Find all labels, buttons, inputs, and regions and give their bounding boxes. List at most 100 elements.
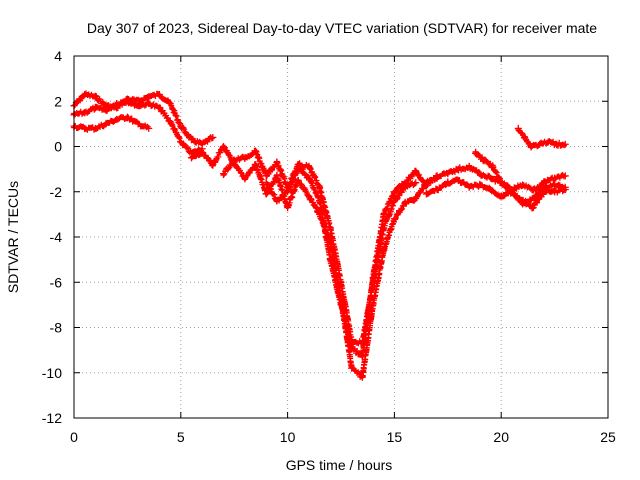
y-tick-label: -10 xyxy=(42,365,62,381)
data-point xyxy=(489,163,497,171)
data-point xyxy=(476,170,484,178)
y-tick-label: -8 xyxy=(50,320,63,336)
data-point xyxy=(273,158,281,166)
data-point xyxy=(527,143,535,150)
data-point xyxy=(380,210,388,218)
data-point xyxy=(113,115,121,123)
y-tick-label: 2 xyxy=(54,93,62,109)
data-point xyxy=(134,120,142,128)
data-point xyxy=(230,156,238,164)
data-point xyxy=(273,172,281,180)
data-point xyxy=(262,172,270,180)
data-point xyxy=(177,122,185,130)
data-point xyxy=(401,199,409,207)
data-point xyxy=(294,165,302,173)
data-point xyxy=(294,176,302,184)
data-point xyxy=(514,124,522,132)
series-markers xyxy=(515,126,568,151)
data-point xyxy=(519,181,527,189)
series-satellite-track-e xyxy=(220,147,420,347)
data-point xyxy=(369,274,377,282)
series-markers xyxy=(71,90,215,148)
data-point xyxy=(326,224,334,232)
data-point xyxy=(241,174,249,182)
data-point xyxy=(454,176,462,184)
data-point xyxy=(412,167,420,175)
x-tick-label: 25 xyxy=(600,429,616,445)
data-point xyxy=(81,90,89,98)
data-point xyxy=(166,100,174,108)
data-point xyxy=(102,106,110,114)
data-point xyxy=(465,163,473,171)
data-point xyxy=(531,192,539,200)
data-point xyxy=(497,192,505,200)
data-point xyxy=(91,124,99,132)
data-point xyxy=(316,183,324,191)
series-satellite-track-c xyxy=(70,113,153,133)
data-point xyxy=(102,120,110,128)
x-axis-label: GPS time / hours xyxy=(286,457,393,473)
data-point xyxy=(81,124,89,132)
data-point xyxy=(113,100,121,108)
y-tick-label: -6 xyxy=(50,274,63,290)
grid-layer xyxy=(74,56,608,418)
data-point xyxy=(337,301,345,309)
data-point xyxy=(198,149,206,157)
data-point xyxy=(551,174,559,182)
y-axis-label: SDTVAR / TECUs xyxy=(5,181,21,293)
series-satellite-track-d xyxy=(187,143,441,381)
data-point xyxy=(551,181,559,189)
data-point xyxy=(433,172,441,180)
x-tick-label: 0 xyxy=(70,429,78,445)
data-point xyxy=(91,93,99,101)
chart-title: Day 307 of 2023, Sidereal Day-to-day VTE… xyxy=(87,20,597,36)
series-satellite-track-h xyxy=(472,148,569,207)
data-point xyxy=(284,188,292,196)
data-point xyxy=(561,172,569,180)
data-point xyxy=(523,199,531,207)
data-point xyxy=(262,179,270,187)
data-point xyxy=(241,154,249,162)
y-tick-label: 0 xyxy=(54,139,62,155)
data-point xyxy=(358,353,366,361)
series-markers xyxy=(220,147,418,347)
data-point xyxy=(412,195,420,203)
data-point xyxy=(401,179,409,187)
x-tick-label: 10 xyxy=(280,429,296,445)
data-point xyxy=(262,190,270,198)
data-point xyxy=(145,93,153,101)
data-point xyxy=(305,174,313,182)
data-point xyxy=(252,147,260,155)
data-point xyxy=(81,109,89,117)
data-point xyxy=(305,163,313,171)
data-point xyxy=(444,179,452,187)
data-point xyxy=(209,161,217,169)
data-point xyxy=(390,215,398,223)
data-point xyxy=(561,140,569,148)
data-point xyxy=(433,185,441,193)
y-tick-label: -4 xyxy=(50,229,63,245)
data-point xyxy=(422,181,430,189)
data-point xyxy=(521,133,529,141)
series-markers xyxy=(188,144,439,380)
series-satellite-track-a xyxy=(70,90,217,148)
data-point xyxy=(155,90,163,98)
data-point xyxy=(187,154,195,162)
series-satellite-track-i xyxy=(514,124,569,151)
y-tick-label: -2 xyxy=(50,184,63,200)
data-point xyxy=(358,373,366,381)
data-point xyxy=(540,183,548,191)
data-point xyxy=(422,190,430,198)
data-point xyxy=(177,138,185,146)
data-point xyxy=(326,256,334,264)
data-point xyxy=(134,102,142,110)
data-point xyxy=(209,133,217,141)
data-point xyxy=(480,156,488,164)
data-point xyxy=(123,97,131,105)
points-layer xyxy=(70,90,569,381)
data-point xyxy=(551,188,559,196)
data-point xyxy=(348,344,356,352)
data-point xyxy=(123,113,131,121)
data-point xyxy=(506,185,514,193)
